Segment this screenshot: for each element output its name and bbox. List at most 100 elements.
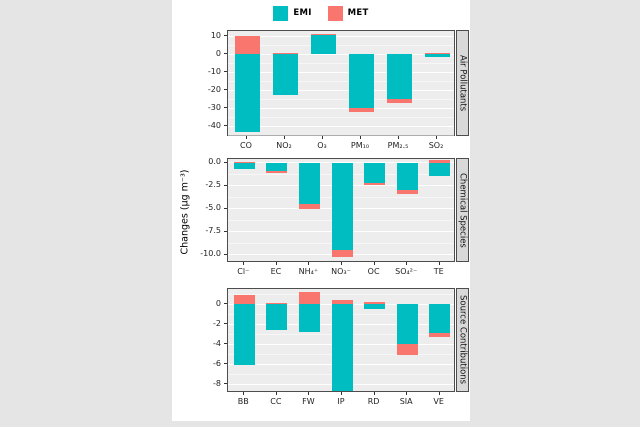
x-category-label: PM₂.₅ bbox=[387, 141, 409, 150]
minor-gridline bbox=[228, 44, 454, 46]
y-tick-mark bbox=[224, 343, 227, 344]
x-tick-mark bbox=[308, 262, 310, 265]
bar-met-RD bbox=[364, 301, 386, 304]
minor-gridline bbox=[228, 62, 454, 64]
y-tick-mark bbox=[224, 253, 227, 255]
bar-emi-IP bbox=[331, 304, 353, 391]
x-category-label: NO₃⁻ bbox=[331, 267, 351, 276]
x-category-label: Cl⁻ bbox=[237, 267, 250, 276]
major-gridline bbox=[228, 53, 454, 55]
x-tick-mark bbox=[438, 262, 440, 265]
bar-met-PM₂.₅ bbox=[386, 99, 412, 104]
facet-strip-label: Source Contributions bbox=[457, 295, 468, 385]
panel-2 bbox=[227, 158, 455, 262]
facet-strip-3: Source Contributions bbox=[456, 288, 469, 392]
bar-emi-VE bbox=[429, 304, 451, 333]
minor-gridline bbox=[228, 98, 454, 100]
x-tick-mark bbox=[322, 136, 323, 139]
y-tick-label: -20 bbox=[207, 84, 221, 94]
x-tick-mark bbox=[373, 262, 375, 265]
y-tick-mark bbox=[224, 125, 227, 127]
bar-met-SIA bbox=[396, 344, 418, 355]
x-category-label: CC bbox=[270, 397, 282, 406]
y-tick-label: -4 bbox=[213, 338, 221, 348]
x-tick-mark bbox=[360, 136, 361, 139]
y-tick-mark bbox=[224, 323, 227, 324]
x-category-label: TE bbox=[433, 267, 444, 276]
bar-met-EC bbox=[266, 171, 288, 174]
bar-met-TE bbox=[429, 160, 451, 163]
y-tick-label: -30 bbox=[207, 102, 221, 112]
y-tick-label: 10 bbox=[210, 30, 221, 40]
legend-item-emi: EMI bbox=[273, 5, 311, 21]
bar-met-NO₃⁻ bbox=[331, 250, 353, 258]
x-category-label: NO₂ bbox=[276, 141, 292, 150]
major-gridline bbox=[228, 162, 454, 164]
x-category-label: EC bbox=[270, 267, 282, 276]
bar-met-IP bbox=[331, 300, 353, 304]
x-tick-mark bbox=[406, 262, 408, 265]
panel-3 bbox=[227, 288, 455, 392]
x-tick-mark bbox=[243, 262, 245, 265]
bar-emi-O₃ bbox=[310, 35, 336, 54]
y-tick-mark bbox=[224, 53, 227, 55]
bar-met-FW bbox=[298, 292, 320, 304]
facet-strip-label: Air Pollutants bbox=[457, 54, 468, 112]
bar-emi-SO₄²⁻ bbox=[396, 162, 418, 191]
bar-emi-PM₂.₅ bbox=[386, 54, 412, 100]
emi-color-swatch bbox=[273, 5, 289, 21]
y-tick-label: -8 bbox=[213, 378, 221, 388]
x-category-label: SO₂ bbox=[428, 141, 444, 150]
bar-emi-FW bbox=[298, 304, 320, 332]
x-tick-mark bbox=[341, 262, 342, 265]
chart-figure: EMI MET Changes (μg m⁻³) 10 0 -10 -20 -30 -40… bbox=[172, 0, 470, 421]
bar-met-Cl⁻ bbox=[233, 161, 255, 163]
bar-emi-NH₄⁺ bbox=[298, 162, 320, 205]
legend: EMI MET bbox=[172, 3, 470, 23]
x-tick-mark bbox=[406, 392, 408, 395]
major-gridline bbox=[228, 125, 454, 127]
x-tick-mark bbox=[275, 392, 277, 395]
facet-strip-1: Air Pollutants bbox=[456, 30, 469, 136]
x-category-label: PM₁₀ bbox=[350, 141, 370, 150]
y-tick-label: 0.0 bbox=[208, 157, 221, 167]
x-category-label: CO bbox=[240, 141, 252, 150]
bar-emi-SO₂ bbox=[424, 54, 450, 58]
y-tick-mark bbox=[224, 303, 227, 304]
bar-emi-CO bbox=[234, 54, 260, 132]
y-tick-mark bbox=[224, 161, 227, 163]
x-category-label: RD bbox=[367, 397, 380, 406]
y-tick-label: -6 bbox=[213, 358, 221, 368]
minor-gridline bbox=[228, 134, 454, 136]
y-tick-mark bbox=[224, 207, 227, 209]
y-tick-mark bbox=[224, 71, 227, 73]
y-tick-label: -2 bbox=[213, 318, 221, 328]
bar-emi-NO₃⁻ bbox=[331, 162, 353, 251]
minor-gridline bbox=[228, 80, 454, 82]
y-tick-mark bbox=[224, 383, 227, 384]
bar-met-O₃ bbox=[310, 34, 336, 36]
y-tick-mark bbox=[224, 230, 227, 232]
x-tick-mark bbox=[398, 136, 399, 139]
y-tick-label: -10 bbox=[207, 66, 221, 76]
bar-emi-NO₂ bbox=[272, 54, 298, 95]
bar-met-OC bbox=[364, 182, 386, 186]
y-tick-label: -40 bbox=[207, 120, 221, 130]
legend-item-met: MET bbox=[327, 5, 369, 21]
x-tick-mark bbox=[275, 262, 277, 265]
facet-strip-2: Chemical Species bbox=[456, 158, 469, 262]
x-tick-mark bbox=[246, 136, 247, 139]
bar-met-PM₁₀ bbox=[348, 108, 374, 113]
bar-met-CC bbox=[266, 302, 288, 304]
bar-met-SO₂ bbox=[424, 53, 450, 55]
minor-gridline bbox=[228, 116, 454, 118]
bar-met-NH₄⁺ bbox=[298, 204, 320, 210]
bar-met-VE bbox=[429, 333, 451, 337]
y-tick-label: -5.0 bbox=[205, 203, 221, 213]
x-category-label: FW bbox=[302, 397, 315, 406]
panel-1 bbox=[227, 30, 455, 136]
x-category-label: IP bbox=[337, 397, 345, 406]
x-category-label: SO₄²⁻ bbox=[395, 267, 418, 276]
y-tick-label: -10.0 bbox=[200, 249, 221, 259]
y-tick-mark bbox=[224, 35, 227, 37]
